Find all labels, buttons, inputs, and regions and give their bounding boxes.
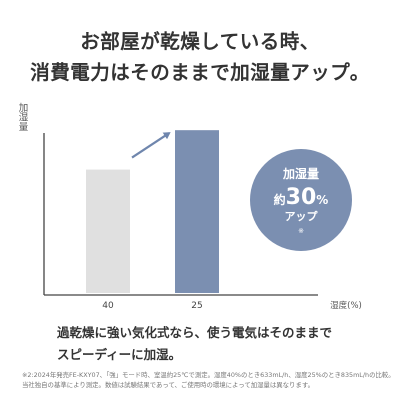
badge-label-bottom: アップ (285, 209, 319, 223)
x-tick-label-25: 25 (191, 301, 202, 311)
headline-line-1: お部屋が乾燥している時、 (80, 30, 320, 53)
badge-label-top: 加湿量 (282, 166, 319, 181)
caption-line-1: 過乾燥に強い気化式なら、使う電気はそのままで (57, 325, 333, 340)
x-axis-label: 湿度(%) (330, 300, 362, 311)
caption: 過乾燥に強い気化式なら、使う電気はそのままで スピーディーに加湿。 (57, 322, 332, 366)
x-tick-label-40: 40 (102, 301, 114, 311)
footnote: ※2:2024年発売FE-KXY07、「強」モード時、室温約25℃で測定。湿度4… (22, 370, 395, 390)
footnote-line-2: 当社独自の基準により測定。数値は試験結果であって、ご使用時の環境によって加湿量は… (22, 381, 314, 389)
footnote-line-1: ※2:2024年発売FE-KXY07、「強」モード時、室温約25℃で測定。湿度4… (22, 371, 395, 379)
headline: お部屋が乾燥している時、 消費電力はそのままで加湿量アップ。 (0, 26, 400, 88)
y-axis-label: 加湿量 (17, 103, 29, 132)
bar-25 (175, 130, 219, 293)
increase-arrow (131, 132, 171, 159)
increase-badge-circle (250, 149, 352, 251)
badge-footnote-mark: ※ (298, 227, 304, 235)
caption-line-2: スピーディーに加湿。 (57, 347, 182, 362)
badge-value: 約30% (274, 185, 329, 210)
headline-line-2: 消費電力はそのままで加湿量アップ。 (30, 61, 370, 84)
bar-40 (86, 169, 130, 293)
